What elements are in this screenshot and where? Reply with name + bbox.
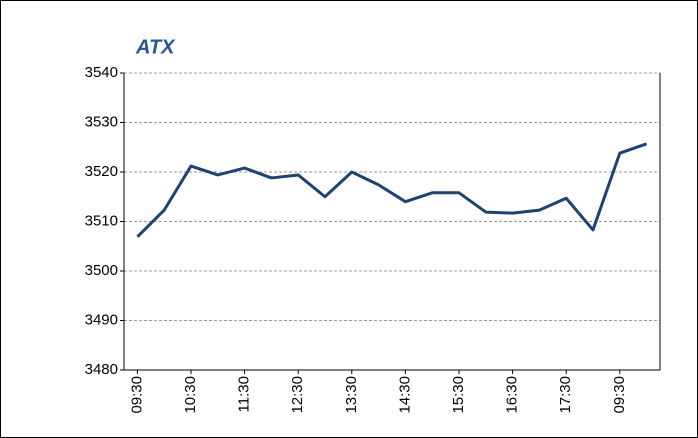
x-tick-label: 09:30 bbox=[611, 376, 628, 414]
x-tick-label: 10:30 bbox=[182, 376, 199, 414]
y-tick-label: 3480 bbox=[85, 361, 118, 378]
x-tick-label: 15:30 bbox=[450, 376, 467, 414]
y-tick-label: 3490 bbox=[85, 311, 118, 328]
y-tick-label: 3520 bbox=[85, 163, 118, 180]
x-tick-label: 09:30 bbox=[128, 376, 145, 414]
x-tick-label: 17:30 bbox=[557, 376, 574, 414]
series-line bbox=[136, 142, 648, 238]
x-tick-label: 11:30 bbox=[236, 376, 253, 412]
y-tick-label: 3510 bbox=[85, 212, 118, 229]
x-tick-label: 12:30 bbox=[289, 376, 306, 414]
x-tick-label: 14:30 bbox=[396, 376, 413, 414]
chart-title: ATX bbox=[135, 36, 176, 58]
x-tick-label: 16:30 bbox=[504, 376, 521, 414]
y-tick-label: 3530 bbox=[85, 113, 118, 130]
y-tick-label: 3540 bbox=[85, 64, 118, 81]
x-tick-label: 13:30 bbox=[343, 376, 360, 414]
y-tick-label: 3500 bbox=[85, 262, 118, 279]
